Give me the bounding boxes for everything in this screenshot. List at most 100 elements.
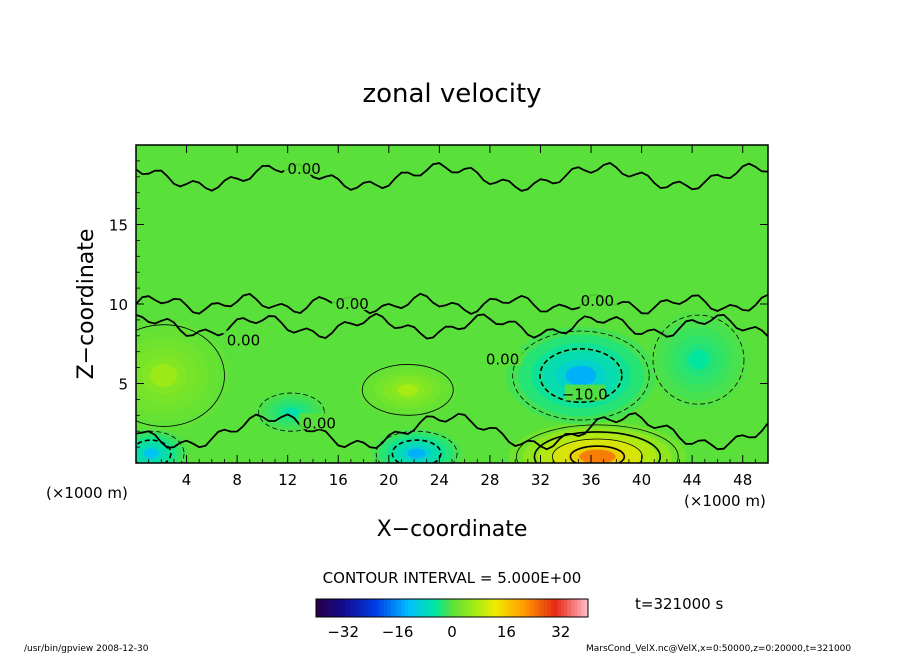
colorbar-cell	[336, 599, 341, 617]
x-unit-right: (×1000 m)	[684, 492, 766, 510]
y-tick-label-0: 5	[118, 376, 128, 394]
contour-label-0: 0.00	[287, 160, 320, 178]
colorbar-cell	[363, 599, 368, 617]
colorbar-cell	[458, 599, 463, 617]
colorbar-cell	[489, 599, 494, 617]
colorbar-cell	[339, 599, 344, 617]
contour-lines	[136, 162, 768, 463]
colorbar-tick-label-2: 0	[447, 623, 457, 641]
field-background	[136, 145, 768, 463]
colorbar-cell	[421, 599, 426, 617]
y-tick-label-2: 15	[109, 217, 128, 235]
x-tick-label-2: 12	[278, 471, 297, 489]
zero-contour-1	[136, 312, 768, 340]
x-tick-label-3: 16	[329, 471, 348, 489]
colorbar-cell	[452, 599, 456, 617]
colorbar-cell	[438, 599, 443, 617]
field-core-1	[565, 365, 597, 386]
zero-contour-3	[136, 412, 768, 451]
colorbar-cell	[567, 599, 572, 617]
contour-ring-0-4	[569, 445, 626, 463]
footer-left: /usr/bin/gpview 2008-12-30	[24, 644, 149, 654]
x-axis-ticks: 4 8 12 16 20 24 28 32 36 40 44 48	[148, 145, 756, 489]
x-tick-label-4: 20	[379, 471, 398, 489]
colorbar-cell	[418, 599, 422, 617]
colorbar-cell	[506, 599, 511, 617]
field-core-5	[150, 364, 178, 387]
colorbar-cell	[479, 599, 483, 617]
colorbar-cell	[353, 599, 358, 617]
colorbar-cell	[509, 599, 514, 617]
colorbar-cell	[390, 599, 395, 617]
colorbar-cell	[346, 599, 351, 617]
colorbar-cell	[472, 599, 477, 617]
contour-ring-5-1	[136, 324, 225, 427]
chart-title: zonal velocity	[362, 79, 541, 109]
contour-ring-1-1	[512, 330, 650, 421]
x-tick-label-9: 40	[632, 471, 651, 489]
colorbar-cell	[482, 599, 487, 617]
colorbar-cell	[401, 599, 405, 617]
colorbar-ticks: −32 −16 0 16 32	[327, 623, 570, 641]
colorbar-cell	[356, 599, 361, 617]
contour-label-bg-6	[564, 384, 605, 401]
colorbar-cell	[360, 599, 364, 617]
colorbar-cell	[571, 599, 575, 617]
colorbar-cell	[577, 599, 582, 617]
zero-contour-0	[136, 292, 768, 315]
colorbar-cell	[333, 599, 337, 617]
colorbar-cell	[435, 599, 439, 617]
colorbar-cell	[530, 599, 534, 617]
colorbar-cell	[445, 599, 449, 617]
colorbar-cell	[380, 599, 385, 617]
plot-area: 0.00 0.00 0.00 0.00 0.00 0.00 −10.0	[135, 144, 769, 464]
contour-ring-2-2	[391, 439, 442, 463]
colorbar-tick-label-4: 32	[551, 623, 570, 641]
contour-ring-4-1	[361, 364, 454, 416]
colorbar-cells	[316, 599, 589, 617]
colorbar-cell	[496, 599, 500, 617]
colorbar-cell	[370, 599, 375, 617]
y-axis-ticks: 5 10 15	[109, 160, 768, 448]
colorbar-cell	[350, 599, 354, 617]
contour-ring-1-2	[539, 348, 623, 404]
colorbar-cell	[397, 599, 402, 617]
colorbar-cell	[550, 599, 555, 617]
x-tick-label-5: 24	[430, 471, 449, 489]
colorbar-cell	[543, 599, 548, 617]
colorbar-cell	[384, 599, 388, 617]
colorbar-cell	[465, 599, 470, 617]
colorbar-cell	[394, 599, 398, 617]
contour-ring-0-1	[516, 424, 679, 463]
colorbar-cell	[537, 599, 541, 617]
colorbar-cell	[448, 599, 453, 617]
x-tick-label-7: 32	[531, 471, 550, 489]
x-axis-label: X−coordinate	[377, 517, 528, 542]
contour-ring-7-1	[652, 314, 745, 405]
colorbar-cell	[387, 599, 392, 617]
contour-label-4: 0.00	[486, 351, 519, 369]
colorbar-cell	[469, 599, 473, 617]
footer-right: MarsCond_VelX.nc@VelX,x=0:50000,z=0:2000…	[586, 644, 851, 654]
contour-label-bg-4	[482, 349, 523, 366]
colorbar-cell	[520, 599, 524, 617]
contour-label-bg-5	[577, 290, 618, 307]
contour-label-bg-3	[299, 413, 340, 430]
contour-label-5: 0.00	[581, 292, 614, 310]
y-tick-label-1: 10	[109, 296, 128, 314]
colorbar-cell	[486, 599, 490, 617]
contour-label-6: −10.0	[562, 386, 608, 404]
colorbar-cell	[316, 599, 320, 617]
colorbar-cell	[557, 599, 562, 617]
x-tick-label-0: 4	[182, 471, 192, 489]
x-unit-left: (×1000 m)	[46, 484, 128, 502]
colorbar-cell	[574, 599, 579, 617]
contour-ring-0-2	[533, 431, 662, 463]
contour-label-bg-2	[223, 330, 264, 347]
colorbar-cell	[455, 599, 460, 617]
colorbar-cell	[407, 599, 412, 617]
x-tick-label-8: 36	[581, 471, 600, 489]
colorbar-cell	[322, 599, 327, 617]
x-tick-label-10: 44	[683, 471, 702, 489]
